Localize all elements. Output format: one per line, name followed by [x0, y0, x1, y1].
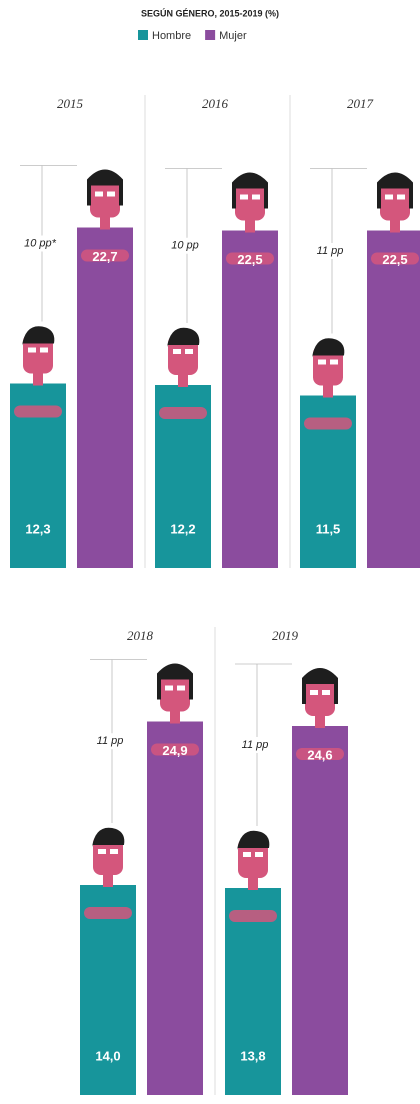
eye	[185, 349, 193, 354]
gap-label: 10 pp	[171, 240, 199, 252]
eye	[40, 348, 48, 353]
gap-label: 11 pp	[242, 739, 269, 751]
eye	[330, 360, 338, 365]
eye	[98, 849, 106, 854]
neck	[33, 372, 43, 386]
chart-title: SEGÚN GÉNERO, 2015-2019 (%)	[141, 7, 279, 18]
eye	[255, 852, 263, 857]
legend-swatch	[205, 30, 215, 40]
hair	[22, 326, 54, 345]
neck	[170, 710, 180, 724]
bar	[147, 722, 203, 1096]
value-label: 12,2	[170, 521, 195, 536]
year-label: 2017	[347, 96, 374, 111]
neck	[315, 714, 325, 728]
hair	[167, 328, 199, 347]
arms	[229, 910, 277, 922]
eye	[322, 690, 330, 695]
eye	[107, 192, 115, 197]
value-label: 22,7	[92, 249, 117, 264]
neck	[103, 873, 113, 887]
value-label: 12,3	[25, 521, 50, 536]
eye	[28, 348, 36, 353]
neck	[245, 219, 255, 233]
legend: Hombre Mujer	[138, 30, 247, 42]
bar	[292, 726, 348, 1095]
eye	[95, 192, 103, 197]
hair	[312, 338, 344, 357]
neck	[100, 216, 110, 230]
year-label: 2019	[272, 628, 299, 643]
eye	[173, 349, 181, 354]
value-label: 13,8	[240, 1048, 265, 1063]
arms	[84, 907, 132, 919]
gap-label: 11 pp	[317, 245, 344, 257]
neck	[248, 876, 258, 890]
eye	[318, 360, 326, 365]
eye	[252, 195, 260, 200]
year-label: 2015	[57, 96, 84, 111]
eye	[385, 195, 393, 200]
gap-label: 10 pp*	[24, 237, 57, 249]
arms	[304, 418, 352, 430]
eye	[240, 195, 248, 200]
value-label: 14,0	[95, 1048, 120, 1063]
gap-label: 11 pp	[97, 735, 124, 747]
eye	[310, 690, 318, 695]
value-label: 24,6	[307, 747, 332, 762]
hair	[237, 831, 269, 850]
year-label: 2018	[127, 628, 154, 643]
hair	[92, 828, 124, 847]
legend-label: Mujer	[219, 30, 247, 42]
chart: SEGÚN GÉNERO, 2015-2019 (%) HombreMujer …	[0, 0, 420, 1099]
neck	[390, 219, 400, 233]
eye	[397, 195, 405, 200]
legend-swatch	[138, 30, 148, 40]
eye	[177, 686, 185, 691]
arms	[14, 406, 62, 418]
neck	[323, 384, 333, 398]
value-label: 22,5	[237, 252, 262, 267]
neck	[178, 373, 188, 387]
bar	[367, 231, 420, 569]
eye	[165, 686, 173, 691]
eye	[243, 852, 251, 857]
value-label: 22,5	[382, 252, 407, 267]
bar	[222, 231, 278, 569]
eye	[110, 849, 118, 854]
arms	[159, 407, 207, 419]
bar	[77, 228, 133, 569]
value-label: 11,5	[316, 521, 341, 536]
year-label: 2016	[202, 96, 229, 111]
value-label: 24,9	[162, 743, 187, 758]
legend-label: Hombre	[152, 30, 191, 42]
